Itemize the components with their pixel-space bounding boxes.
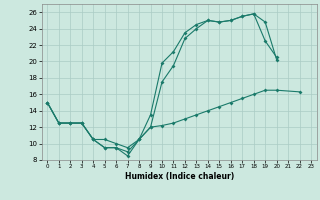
X-axis label: Humidex (Indice chaleur): Humidex (Indice chaleur) — [124, 172, 234, 181]
